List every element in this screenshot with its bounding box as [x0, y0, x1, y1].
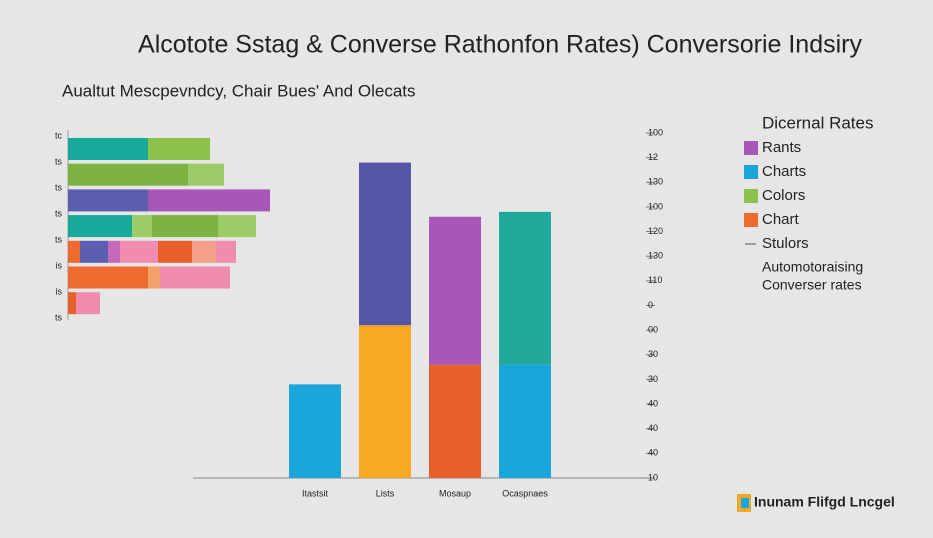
bar-segment	[68, 189, 148, 212]
legend-swatch	[744, 213, 758, 227]
y-tick-label: 30	[648, 374, 658, 384]
bar-segment	[158, 240, 192, 263]
legend-label: Rants	[762, 139, 801, 156]
bar-segment	[68, 292, 76, 315]
y-tick-label: 130	[648, 251, 663, 261]
chart-title: Alcotote Sstag & Converse Rathonfon Rate…	[138, 31, 862, 59]
x-tick-label: Lists	[376, 488, 395, 498]
y-tick-label: ts	[55, 234, 63, 244]
logo: Inunam Flifgd Lncgel	[754, 494, 895, 510]
logo-icon	[741, 498, 749, 508]
note: Converser rates	[762, 277, 862, 293]
bar-segment	[148, 138, 210, 160]
legend-swatch	[744, 165, 758, 179]
x-tick-label: Ocaspnaes	[502, 488, 548, 498]
y-tick-label: 0	[648, 300, 653, 310]
y-tick-label: 40	[648, 398, 658, 408]
y-tick-label: 130	[648, 177, 663, 187]
legend-swatch	[744, 189, 758, 203]
legend-label: Colors	[762, 187, 805, 204]
legend-label: Stulors	[762, 235, 809, 252]
y-tick-label: ts	[55, 312, 63, 322]
bar-segment	[216, 240, 236, 263]
y-tick-label: 10	[648, 472, 658, 482]
legend-swatch	[744, 141, 758, 155]
bar-segment	[68, 266, 148, 289]
subtitle: Aualtut Mescpevndcy, Chair Bues' And Ole…	[62, 81, 416, 100]
y-tick-label: 120	[648, 226, 663, 236]
legend-label: Chart	[762, 211, 800, 228]
bar-segment	[152, 215, 218, 238]
legend-label: Charts	[762, 163, 806, 180]
y-tick-label: is	[56, 260, 63, 270]
bar-segment	[160, 266, 230, 289]
bar-segment	[108, 240, 120, 263]
y-tick-label: 110	[648, 275, 662, 285]
bar-segment	[68, 138, 148, 160]
bar-segment	[289, 384, 341, 478]
bar-segment	[76, 292, 100, 315]
bar-segment	[148, 266, 160, 289]
bar-segment	[359, 325, 411, 478]
bar-segment	[68, 240, 80, 263]
x-tick-label: Mosaup	[439, 488, 471, 498]
bar-segment	[188, 163, 224, 186]
y-tick-label: tc	[55, 130, 63, 140]
bar-segment	[192, 240, 216, 263]
bar-segment	[218, 215, 256, 238]
bar-segment	[80, 240, 108, 263]
bar-segment	[120, 240, 158, 263]
y-tick-label: 00	[648, 325, 658, 335]
y-tick-label: ts	[55, 156, 63, 166]
x-tick-label: Itastsit	[302, 488, 329, 498]
bar-segment	[429, 364, 481, 478]
bar-segment	[132, 215, 152, 238]
note: Automotoraising	[762, 259, 863, 275]
y-tick-label: 100	[648, 201, 663, 211]
bar-segment	[359, 162, 411, 326]
bar-segment	[499, 364, 551, 478]
y-tick-label: 12	[648, 152, 658, 162]
bar-segment	[68, 215, 132, 238]
legend-title: Dicernal Rates	[762, 113, 874, 132]
y-tick-label: ts	[55, 208, 63, 218]
y-tick-label: is	[56, 286, 63, 296]
y-tick-label: 100	[648, 127, 663, 137]
y-tick-label: ts	[55, 182, 63, 192]
y-tick-label: 30	[648, 349, 658, 359]
y-tick-label: 40	[648, 423, 658, 433]
bar-segment	[148, 189, 270, 212]
bar-segment	[68, 163, 188, 186]
bar-segment	[499, 211, 551, 365]
bar-segment	[429, 216, 481, 365]
y-tick-label: 40	[648, 448, 658, 458]
